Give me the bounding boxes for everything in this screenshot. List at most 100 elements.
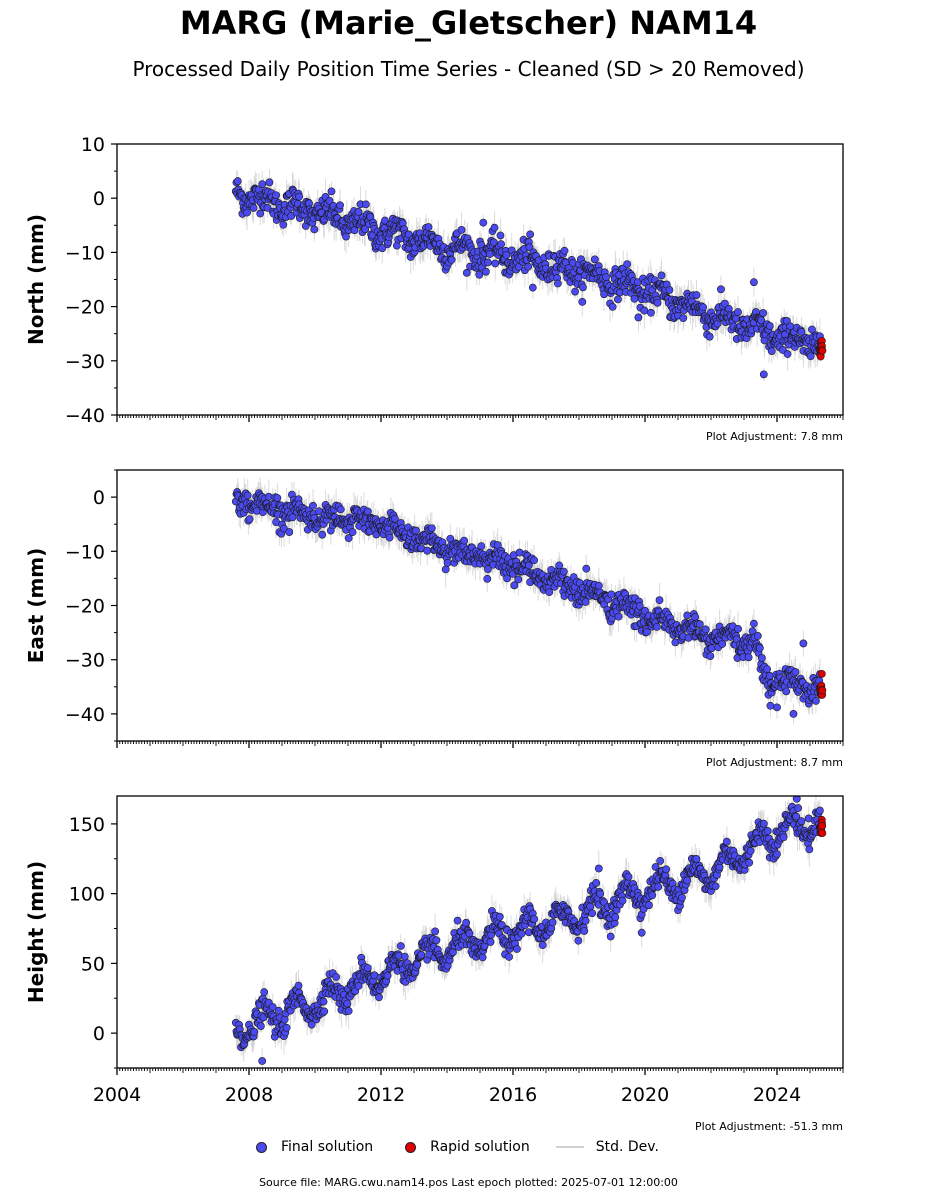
final-point bbox=[789, 710, 798, 718]
final-point bbox=[336, 505, 345, 514]
final-point bbox=[744, 653, 753, 662]
final-point bbox=[263, 204, 272, 212]
panel-0: −40 −30 −20 −10 0 10 North (mm) Plot Adjustment… bbox=[24, 134, 844, 443]
final-point bbox=[510, 581, 519, 590]
final-point bbox=[753, 632, 762, 640]
final-point bbox=[483, 574, 492, 583]
final-point bbox=[750, 619, 758, 628]
final-point bbox=[412, 526, 420, 535]
final-point bbox=[797, 328, 806, 336]
final-point bbox=[767, 347, 776, 355]
final-point bbox=[493, 541, 502, 550]
y-tick-label: 10 bbox=[81, 134, 105, 156]
final-point bbox=[720, 299, 729, 308]
plot-adjustment: Plot Adjustment: 8.7 mm bbox=[706, 756, 843, 769]
final-point bbox=[496, 231, 505, 240]
final-point bbox=[479, 218, 488, 227]
final-point bbox=[560, 246, 569, 255]
final-point bbox=[757, 654, 766, 662]
y-axis-label: East (mm) bbox=[24, 548, 48, 664]
final-point bbox=[457, 226, 466, 234]
final-point bbox=[692, 291, 701, 299]
y-tick-label: 0 bbox=[93, 188, 105, 210]
final-point bbox=[652, 622, 661, 631]
y-tick-label: −20 bbox=[65, 297, 105, 319]
rapid-point bbox=[818, 686, 827, 695]
final-point bbox=[279, 220, 288, 229]
final-point bbox=[582, 564, 591, 573]
final-point bbox=[526, 230, 535, 239]
final-point bbox=[623, 260, 632, 269]
final-point bbox=[243, 491, 252, 500]
final-point bbox=[484, 258, 492, 267]
data-layer bbox=[231, 169, 827, 382]
final-point bbox=[614, 612, 623, 621]
final-point bbox=[423, 546, 432, 555]
final-point bbox=[782, 687, 791, 696]
final-point bbox=[806, 352, 815, 361]
final-point bbox=[256, 209, 265, 218]
final-point bbox=[443, 559, 452, 567]
y-axis-label: North (mm) bbox=[24, 214, 48, 345]
final-point bbox=[590, 255, 599, 264]
final-point bbox=[258, 180, 267, 189]
final-point bbox=[482, 267, 490, 276]
final-point bbox=[288, 513, 297, 522]
final-point bbox=[514, 575, 523, 584]
final-point bbox=[755, 644, 764, 652]
final-point bbox=[489, 238, 498, 247]
final-point bbox=[765, 671, 774, 680]
final-point bbox=[265, 178, 274, 187]
final-point bbox=[555, 561, 564, 570]
final-point bbox=[759, 370, 768, 379]
final-point bbox=[485, 250, 494, 258]
final-point bbox=[791, 668, 800, 676]
data-layer bbox=[231, 796, 827, 1068]
final-point bbox=[264, 492, 273, 501]
final-point bbox=[783, 350, 792, 358]
data-layer bbox=[231, 477, 827, 725]
final-point bbox=[643, 628, 651, 636]
final-point bbox=[608, 302, 617, 311]
final-point bbox=[635, 602, 644, 610]
final-point bbox=[484, 565, 492, 573]
final-point bbox=[477, 542, 486, 551]
final-point bbox=[475, 270, 484, 279]
final-point bbox=[503, 574, 511, 583]
final-point bbox=[701, 625, 710, 634]
y-tick-label: −10 bbox=[65, 541, 105, 563]
final-point bbox=[759, 309, 768, 317]
y-tick-label: −10 bbox=[65, 242, 105, 264]
final-point bbox=[249, 204, 258, 212]
final-point bbox=[460, 536, 469, 545]
final-point bbox=[524, 262, 533, 271]
plot-frame bbox=[116, 143, 844, 416]
final-point bbox=[309, 501, 317, 510]
final-point bbox=[243, 208, 251, 217]
final-point bbox=[553, 279, 562, 288]
y-tick-label: 0 bbox=[93, 487, 105, 509]
final-point bbox=[363, 507, 372, 516]
final-point bbox=[647, 308, 655, 317]
final-point bbox=[607, 590, 616, 599]
rapid-point bbox=[817, 669, 826, 678]
final-point bbox=[285, 528, 294, 536]
final-point bbox=[705, 332, 714, 341]
panel-1: −40 −30 −20 −10 0 East (mm) Plot Adjustment: 8… bbox=[24, 469, 844, 769]
final-point bbox=[691, 613, 700, 621]
final-point bbox=[679, 314, 688, 323]
rapid-point bbox=[818, 346, 827, 355]
final-point bbox=[390, 514, 399, 523]
plot-adjustment: Plot Adjustment: 7.8 mm bbox=[706, 430, 843, 443]
y-tick-label: −30 bbox=[65, 351, 105, 373]
final-point bbox=[381, 216, 389, 225]
final-point bbox=[441, 565, 450, 574]
final-point bbox=[336, 201, 344, 210]
final-point bbox=[579, 283, 587, 292]
final-point bbox=[766, 701, 775, 710]
final-point bbox=[273, 494, 282, 502]
final-point bbox=[490, 223, 499, 232]
final-point bbox=[348, 528, 357, 537]
